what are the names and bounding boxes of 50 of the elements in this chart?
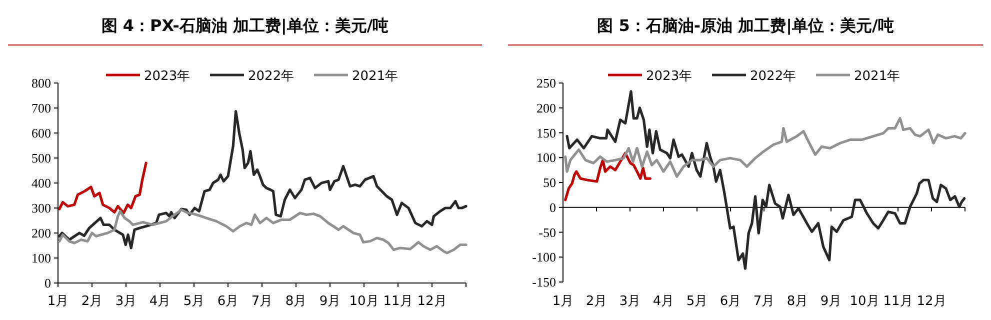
y-tick-label: 250	[536, 76, 556, 90]
y-tick-label: -50	[538, 224, 556, 240]
x-tick-label: 3月	[619, 294, 641, 309]
x-tick-label: 7月	[753, 294, 775, 309]
legend-label: 2021年	[854, 69, 900, 84]
y-tick-label: 800	[32, 76, 51, 90]
y-tick-label: -150	[532, 274, 556, 290]
x-tick-label: 10月	[349, 294, 379, 309]
y-tick-label: 700	[32, 100, 51, 116]
y-tick-label: 0	[44, 276, 51, 290]
x-tick-label: 9月	[820, 294, 842, 309]
y-tick-label: 500	[32, 150, 51, 166]
x-tick-label: 4月	[652, 294, 674, 309]
x-tick-label: 12月	[916, 294, 946, 309]
x-tick-label: 10月	[850, 294, 880, 309]
y-tick-label: 50	[543, 175, 556, 190]
y-tick-label: -100	[532, 250, 556, 265]
y-tick-label: 400	[32, 176, 51, 190]
x-tick-label: 6月	[720, 294, 742, 309]
y-tick-label: 300	[32, 200, 51, 216]
legend-label: 2021年	[352, 69, 398, 84]
x-tick-label: 9月	[319, 294, 341, 309]
legend-label: 2023年	[646, 69, 692, 84]
title: 图 4：PX-石脑油 加工费|单位：美元/吨	[101, 16, 389, 35]
x-tick-label: 7月	[251, 294, 273, 309]
x-tick-label: 1月	[47, 294, 69, 309]
x-tick-label: 5月	[183, 294, 205, 309]
x-tick-label: 8月	[786, 294, 808, 309]
x-tick-label: 11月	[883, 294, 913, 309]
x-tick-label: 5月	[686, 294, 708, 309]
x-tick-label: 3月	[115, 294, 137, 309]
x-tick-label: 6月	[217, 294, 239, 309]
x-tick-label: 8月	[285, 294, 307, 309]
y-tick-label: 200	[536, 100, 556, 116]
y-tick-label: 600	[32, 126, 51, 140]
legend-label: 2022年	[248, 69, 294, 84]
legend-label: 2023年	[144, 69, 190, 84]
title: 图 5：石脑油-原油 加工费|单位：美元/吨	[597, 16, 894, 35]
y-tick-label: 200	[32, 226, 51, 240]
y-tick-label: 100	[536, 150, 556, 166]
legend-label: 2022年	[750, 69, 796, 84]
x-tick-label: 12月	[417, 294, 447, 309]
y-tick-label: 0	[550, 200, 556, 215]
y-tick-label: 100	[32, 250, 51, 266]
x-tick-label: 4月	[149, 294, 171, 309]
x-tick-label: 1月	[552, 294, 574, 309]
y-tick-label: 150	[536, 125, 556, 140]
x-tick-label: 11月	[383, 294, 413, 309]
x-tick-label: 2月	[81, 294, 103, 309]
x-tick-label: 2月	[586, 294, 608, 309]
